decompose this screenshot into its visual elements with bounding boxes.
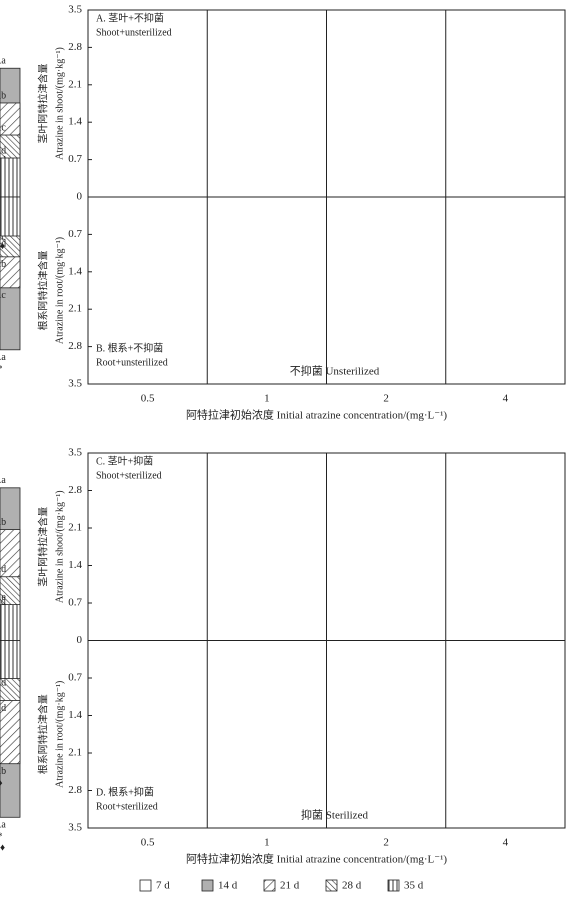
- x-tick-label: 1: [264, 837, 270, 849]
- legend-label: 7 d: [156, 880, 170, 892]
- condition-label: 不抑菌 Unsterilized: [290, 364, 380, 378]
- root-letter: Ac: [0, 231, 6, 242]
- y-tick-label: 0.7: [68, 597, 82, 609]
- y-axis-label: Atrazine in root/(mg·kg⁻¹): [54, 237, 65, 344]
- shoot-letter: Ad: [0, 564, 6, 575]
- x-axis-label: 阿特拉津初始浓度 Initial atrazine concentration/…: [186, 852, 447, 866]
- x-tick-label: 4: [503, 837, 509, 849]
- y-axis-label: 茎叶阿特拉津含量: [36, 64, 49, 144]
- y-tick-label: 2.1: [68, 747, 82, 759]
- legend-swatch: [139, 879, 152, 892]
- shoot-bar: [0, 604, 21, 641]
- y-tick-label: 1.4: [68, 116, 82, 128]
- x-axis-label: 阿特拉津初始浓度 Initial atrazine concentration/…: [186, 408, 447, 422]
- y-tick-label: 0.7: [68, 153, 82, 165]
- root-letter: Aa: [0, 352, 6, 363]
- panel-label: A. 茎叶+不抑菌: [96, 12, 164, 24]
- y-axis-label: 茎叶阿特拉津含量: [36, 507, 49, 587]
- root-letter: Ad: [0, 678, 6, 689]
- root-bar: [0, 640, 21, 679]
- panel-label: B. 根系+不抑菌: [96, 341, 163, 354]
- root-letter: Ab: [0, 766, 6, 777]
- root-bar: [0, 196, 21, 237]
- shoot-letter: Ac: [0, 122, 6, 133]
- root-significance: ♦: [0, 778, 3, 789]
- shoot-letter: Aa: [0, 475, 6, 486]
- y-tick-label: 3.5: [68, 447, 82, 459]
- y-tick-label: 2.1: [68, 303, 82, 315]
- root-significance: ♦♦: [0, 843, 5, 854]
- legend-label: 14 d: [218, 880, 238, 892]
- x-tick-label: 1: [264, 393, 270, 405]
- panel-label: Root+unsterilized: [96, 357, 168, 368]
- root-letter: Aa: [0, 820, 6, 831]
- shoot-letter: Ab: [0, 517, 6, 528]
- root-significance: *: [0, 364, 3, 375]
- y-tick-label: 0: [77, 634, 83, 646]
- y-tick-label: 1.4: [68, 709, 82, 721]
- legend-label: 35 d: [404, 880, 424, 892]
- shoot-letter: Aa: [0, 56, 6, 67]
- root-significance: *: [0, 697, 3, 708]
- legend-label: 28 d: [342, 880, 362, 892]
- y-tick-label: 1.4: [68, 265, 82, 277]
- y-axis-label: 根系阿特拉津含量: [36, 251, 49, 331]
- panel-label: Shoot+unsterilized: [96, 27, 172, 38]
- legend-swatch: [263, 879, 276, 892]
- root-letter: Ac: [0, 290, 6, 301]
- y-tick-label: 2.8: [68, 484, 82, 496]
- root-letter: Ad: [0, 238, 6, 249]
- y-tick-label: 2.8: [68, 340, 82, 352]
- panel-label: D. 根系+抑菌: [96, 785, 154, 798]
- y-axis-label: Atrazine in shoot/(mg·kg⁻¹): [54, 490, 65, 603]
- y-tick-label: 0.7: [68, 672, 82, 684]
- panel-label: C. 茎叶+抑菌: [96, 455, 153, 467]
- root-significance: *: [0, 243, 3, 254]
- y-tick-label: 3.5: [68, 4, 82, 16]
- x-tick-label: 0.5: [141, 837, 155, 849]
- shoot-bar: [0, 157, 21, 198]
- panel-label: Root+sterilized: [96, 801, 158, 812]
- x-tick-label: 0.5: [141, 393, 155, 405]
- y-axis-label: Atrazine in root/(mg·kg⁻¹): [54, 681, 65, 788]
- legend-swatch: [387, 879, 400, 892]
- legend-swatch: [325, 879, 338, 892]
- legend-swatch: [201, 879, 214, 892]
- shoot-letter: Bd: [0, 597, 6, 608]
- legend-label: 21 d: [280, 880, 300, 892]
- x-tick-label: 4: [503, 393, 509, 405]
- shoot-letter: Ab: [0, 90, 6, 101]
- y-axis-label: Atrazine in shoot/(mg·kg⁻¹): [54, 47, 65, 160]
- y-tick-label: 2.1: [68, 78, 82, 90]
- x-tick-label: 2: [383, 393, 389, 405]
- root-significance: ♦♦: [0, 241, 5, 252]
- y-tick-label: 0.7: [68, 228, 82, 240]
- y-tick-label: 3.5: [68, 378, 82, 390]
- y-tick-label: 2.8: [68, 784, 82, 796]
- y-axis-label: 根系阿特拉津含量: [36, 694, 49, 774]
- root-significance: *: [0, 832, 3, 843]
- root-letter: Ab: [0, 259, 6, 270]
- y-tick-label: 1.4: [68, 559, 82, 571]
- panel-label: Shoot+sterilized: [96, 470, 162, 481]
- x-tick-label: 2: [383, 837, 389, 849]
- shoot-letter: Ae: [0, 592, 6, 603]
- y-tick-label: 0: [77, 191, 83, 203]
- root-letter: Ad: [0, 703, 6, 714]
- y-tick-label: 2.1: [68, 522, 82, 534]
- y-tick-label: 3.5: [68, 822, 82, 834]
- condition-label: 抑菌 Sterilized: [301, 808, 368, 822]
- shoot-letter: Ad: [0, 145, 6, 156]
- y-tick-label: 2.8: [68, 41, 82, 53]
